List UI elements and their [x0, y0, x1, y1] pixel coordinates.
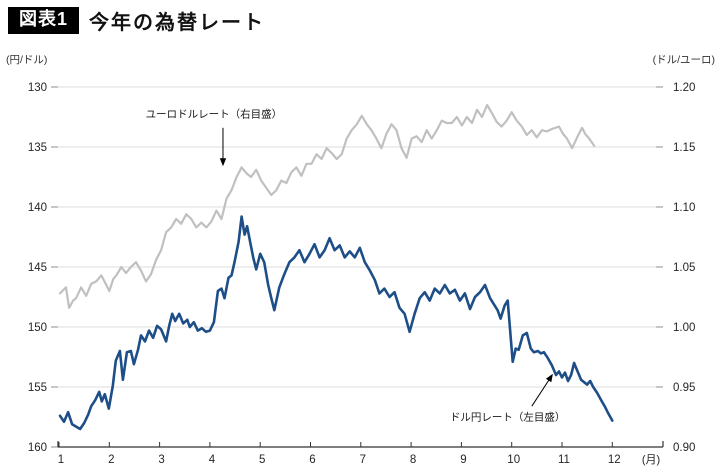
right-tick-label: 0.90: [673, 442, 695, 454]
left-tick-label: 140: [28, 202, 47, 214]
x-tick-label: 8: [410, 454, 416, 466]
x-tick-label: 6: [309, 454, 315, 466]
x-tick-label: 12: [608, 454, 621, 466]
arrowhead-icon: [545, 373, 553, 383]
right-axis-unit-label: (ドル/ユーロ): [652, 54, 715, 66]
annotation-label: ドル円レート（左目盛）: [450, 410, 566, 423]
x-tick-label: 2: [108, 454, 114, 466]
x-axis: 1 2 3 4 5 6 7 8 9 10 11 12 (月): [57, 441, 664, 466]
x-tick-label: 11: [558, 454, 570, 466]
right-tick-label: 1.00: [673, 322, 695, 334]
x-tick-label: 5: [259, 454, 265, 466]
x-axis-unit: (月): [642, 454, 660, 466]
annotation-eurusd: ユーロドルレート（右目盛）: [146, 107, 283, 167]
gridlines: [58, 86, 663, 388]
left-tick-label: 135: [28, 142, 47, 154]
figure-title-row: 図表1 今年の為替レート: [8, 6, 265, 35]
eurusd-line: [58, 103, 596, 309]
annotation-usdjpy: ドル円レート（左目盛）: [450, 373, 566, 423]
figure-title: 今年の為替レート: [89, 12, 266, 34]
x-tick-label: 1: [58, 454, 64, 466]
left-axis-ticks: 130 135 140 145 150 155 160: [28, 82, 58, 454]
right-tick-label: 0.95: [673, 382, 695, 394]
left-tick-label: 130: [28, 82, 47, 94]
right-tick-label: 1.15: [673, 142, 695, 154]
right-tick-label: 1.20: [673, 82, 695, 94]
left-tick-label: 150: [28, 322, 47, 334]
left-axis-unit-label: (円/ドル): [6, 54, 48, 66]
left-tick-label: 155: [28, 382, 47, 394]
right-tick-label: 1.10: [673, 202, 695, 214]
x-tick-label: 3: [158, 454, 164, 466]
arrowhead-icon: [219, 158, 227, 167]
annotation-label: ユーロドルレート（右目盛）: [146, 107, 283, 120]
x-tick-label: 9: [460, 454, 466, 466]
right-tick-label: 1.05: [673, 262, 695, 274]
left-tick-label: 145: [28, 262, 47, 274]
x-tick-label: 7: [360, 454, 366, 466]
x-tick-label: 4: [209, 454, 216, 466]
usdjpy-line: [58, 215, 614, 431]
left-tick-label: 160: [28, 442, 47, 454]
x-tick-label: 10: [507, 454, 520, 466]
figure-number-badge: 図表1: [8, 7, 80, 34]
right-axis-ticks: 1.20 1.15 1.10 1.05 1.00 0.95 0.90: [656, 82, 695, 454]
